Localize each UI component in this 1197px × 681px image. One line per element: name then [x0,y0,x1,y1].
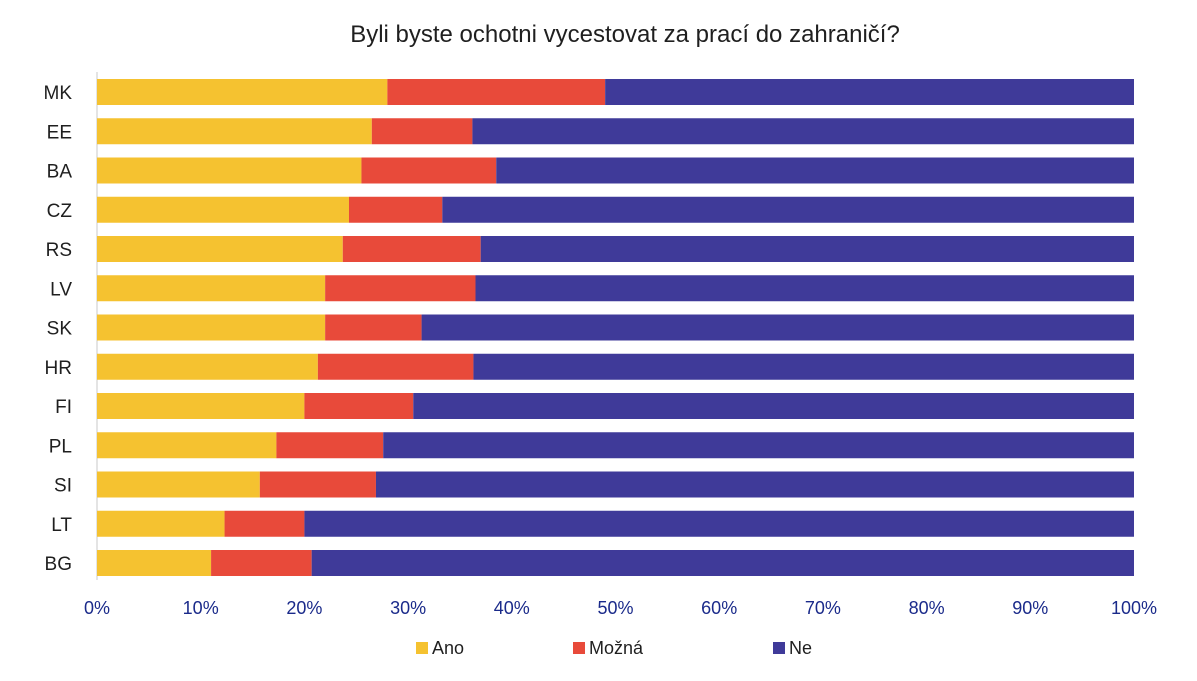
bar-lv-ano [97,275,326,302]
x-tick-label: 100% [1111,598,1157,618]
bar-bg-mo-n- [211,550,312,576]
bar-sk-mo-n- [325,314,422,341]
legend-label: Ne [789,638,812,658]
bar-si-ano [97,471,260,498]
category-label-hr: HR [45,358,72,379]
category-label-bg: BG [45,554,72,575]
bar-rs-ano [97,236,343,262]
bar-lv-ne [475,275,1134,302]
x-tick-label: 50% [597,598,633,618]
bar-cz-ano [97,196,349,223]
bar-mk-ne [605,79,1134,105]
x-tick-label: 10% [183,598,219,618]
bar-hr-ne [473,353,1134,380]
bar-ba-ano [97,157,362,184]
category-label-fi: FI [55,397,72,418]
bar-ba-mo-n- [361,157,497,184]
bar-fi-ano [97,393,305,419]
category-label-sk: SK [47,319,73,340]
bar-sk-ano [97,314,326,341]
category-label-ee: EE [47,122,72,143]
category-labels: MK EE BA CZ RS LV SK HR FI PL SI LT BG [44,83,73,575]
bar-ba-ne [496,157,1134,184]
bar-lt-mo-n- [224,510,305,537]
legend-label: Možná [589,638,644,658]
category-label-mk: MK [44,83,73,104]
x-tick-label: 20% [286,598,322,618]
category-label-lv: LV [50,279,72,300]
x-tick-labels: 0% 10% 20% 30% 40% 50% 60% 70% 80% 90% 100% [84,598,1157,618]
bar-ee-ano [97,118,372,145]
x-tick-label: 60% [701,598,737,618]
legend-label: Ano [432,638,464,658]
category-label-ba: BA [47,162,73,183]
x-tick-label: 90% [1012,598,1048,618]
bar-bg-ne [311,550,1134,576]
legend-swatch-ne [773,642,785,654]
legend-swatch-ano [416,642,428,654]
bar-cz-ne [442,196,1134,223]
bar-fi-ne [413,393,1134,419]
x-tick-label: 40% [494,598,530,618]
legend: Ano Možná Ne [416,638,812,658]
bar-pl-mo-n- [276,432,384,459]
x-tick-label: 0% [84,598,110,618]
bar-si-mo-n- [259,471,376,498]
bar-mk-ano [97,79,388,105]
bar-lt-ano [97,510,225,537]
legend-swatch-mo-n- [573,642,585,654]
bar-cz-mo-n- [348,196,443,223]
bar-sk-ne [421,314,1134,341]
bar-rs-mo-n- [342,236,481,262]
bar-ee-mo-n- [371,118,473,145]
bar-si-ne [375,471,1134,498]
x-tick-label: 30% [390,598,426,618]
bar-fi-mo-n- [304,393,414,419]
x-tick-label: 70% [805,598,841,618]
category-label-si: SI [54,476,72,497]
x-tick-label: 80% [909,598,945,618]
bar-hr-ano [97,353,318,380]
category-label-cz: CZ [47,201,73,222]
chart-title: Byli byste ochotni vycestovat za prací d… [350,21,900,48]
bar-hr-mo-n- [317,353,474,380]
category-label-lt: LT [51,515,72,536]
bar-rs-ne [480,236,1134,262]
bar-mk-mo-n- [387,79,606,105]
bar-ee-ne [472,118,1134,145]
bar-lv-mo-n- [325,275,476,302]
bar-pl-ne [383,432,1134,459]
bar-pl-ano [97,432,277,459]
category-label-pl: PL [49,436,72,457]
category-label-rs: RS [46,240,72,261]
bar-lt-ne [304,510,1134,537]
bars-group [97,79,1134,576]
bar-bg-ano [97,550,212,576]
